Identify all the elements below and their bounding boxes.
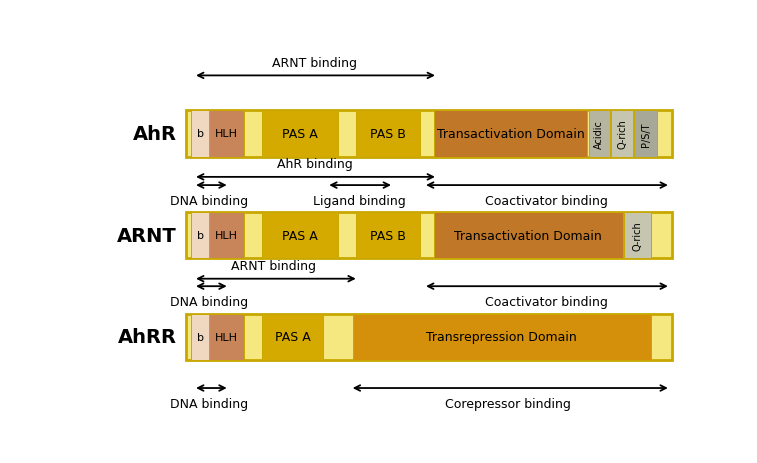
Bar	[192, 314, 209, 360]
Text: ARNT: ARNT	[117, 226, 177, 245]
Bar	[356, 213, 420, 259]
Text: b: b	[197, 129, 204, 139]
Bar	[209, 111, 245, 157]
Bar	[209, 314, 245, 360]
Bar	[434, 111, 587, 157]
Text: HLH: HLH	[215, 332, 238, 342]
Bar	[262, 213, 338, 259]
Text: Coactivator binding: Coactivator binding	[485, 295, 608, 308]
Text: DNA binding: DNA binding	[170, 194, 248, 207]
Bar	[611, 111, 633, 157]
Bar	[589, 111, 609, 157]
Text: Ligand binding: Ligand binding	[313, 194, 407, 207]
Text: PAS B: PAS B	[370, 229, 406, 242]
Bar	[353, 314, 651, 360]
Text: DNA binding: DNA binding	[170, 397, 248, 410]
Bar	[356, 111, 420, 157]
Bar	[185, 314, 672, 360]
Text: Q-rich: Q-rich	[617, 119, 627, 149]
Text: Transrepression Domain: Transrepression Domain	[426, 331, 577, 344]
Text: Coactivator binding: Coactivator binding	[485, 194, 608, 207]
Text: DNA binding: DNA binding	[170, 295, 248, 308]
Text: AhR binding: AhR binding	[277, 158, 353, 171]
Text: P/S/T: P/S/T	[640, 122, 650, 146]
Text: PAS A: PAS A	[282, 229, 318, 242]
Bar	[634, 111, 656, 157]
Bar	[624, 213, 651, 259]
Text: b: b	[197, 231, 204, 241]
Text: PAS A: PAS A	[275, 331, 310, 344]
Bar	[185, 213, 672, 259]
Bar	[209, 213, 245, 259]
Text: PAS A: PAS A	[282, 127, 318, 140]
Bar	[262, 314, 323, 360]
Text: AhRR: AhRR	[118, 328, 177, 347]
Bar	[434, 213, 623, 259]
Text: PAS B: PAS B	[370, 127, 406, 140]
Text: Transactivation Domain: Transactivation Domain	[437, 127, 584, 140]
Text: HLH: HLH	[215, 129, 238, 139]
Bar	[192, 111, 209, 157]
Text: Transactivation Domain: Transactivation Domain	[454, 229, 602, 242]
Text: Corepressor binding: Corepressor binding	[445, 397, 572, 410]
Text: ARNT binding: ARNT binding	[231, 260, 316, 273]
Text: Q-rich: Q-rich	[632, 221, 642, 250]
Text: Acidic: Acidic	[594, 119, 604, 149]
Bar	[262, 111, 338, 157]
Text: b: b	[197, 332, 204, 342]
Bar	[185, 111, 672, 157]
Bar	[192, 213, 209, 259]
Text: HLH: HLH	[215, 231, 238, 241]
Text: AhR: AhR	[132, 125, 177, 144]
Text: ARNT binding: ARNT binding	[272, 57, 357, 70]
